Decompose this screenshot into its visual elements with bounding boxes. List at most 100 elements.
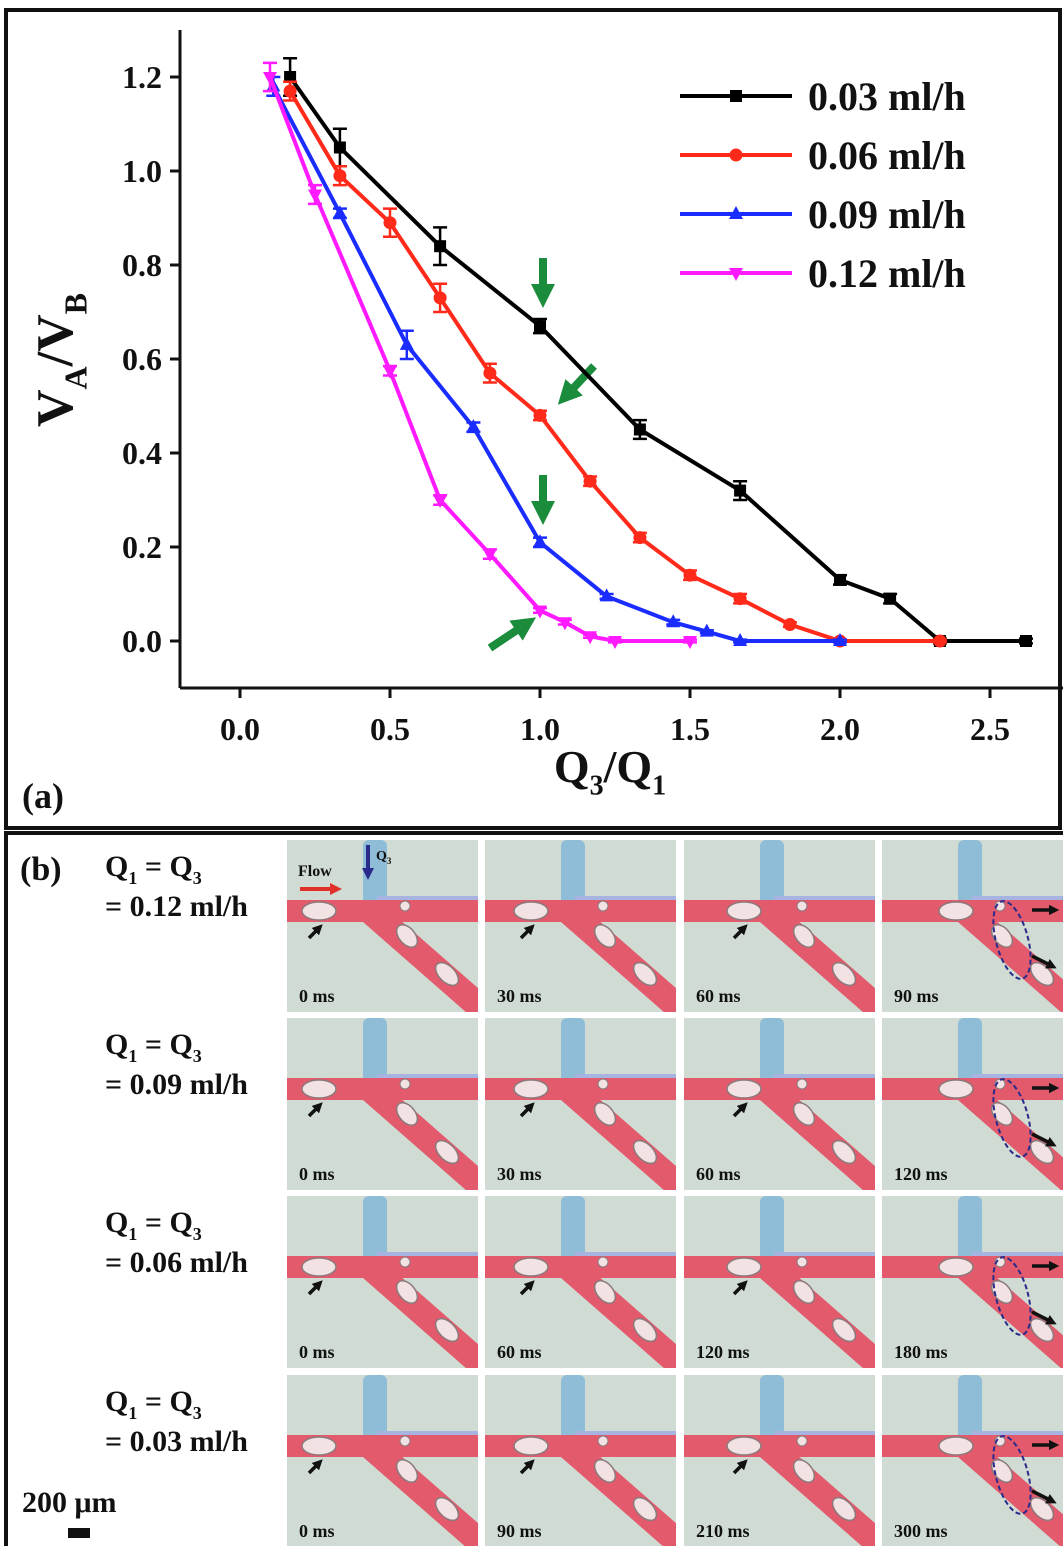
- subscript: 1: [128, 868, 137, 888]
- marker: [633, 531, 647, 545]
- marker: [533, 534, 547, 548]
- pointer: [519, 1459, 535, 1475]
- droplet: [796, 1078, 808, 1090]
- time-label: 0 ms: [299, 1342, 335, 1362]
- pointer: [732, 1280, 748, 1296]
- text-part: /Q: [603, 741, 653, 792]
- subscript: 3: [193, 1403, 202, 1423]
- legend-label: 0.03 ml/h: [808, 74, 966, 119]
- droplet: [796, 1256, 808, 1268]
- row-rate: = 0.12 ml/h: [105, 890, 248, 923]
- side-channel: [363, 1196, 387, 1262]
- text-part: Q: [376, 849, 387, 864]
- droplet: [434, 1139, 460, 1165]
- branch-channel: [955, 1256, 1063, 1368]
- droplet: [597, 1256, 609, 1268]
- marker: [284, 71, 297, 83]
- droplet: [831, 1496, 857, 1522]
- droplet: [513, 1436, 549, 1456]
- marker: [733, 592, 747, 606]
- highlight: [992, 900, 1032, 980]
- pointer: [519, 1280, 535, 1296]
- pointer: [1031, 1132, 1057, 1147]
- droplet: [938, 901, 974, 921]
- panel-label: (a): [22, 776, 64, 816]
- droplet: [301, 1079, 337, 1099]
- text-part: = Q: [137, 1206, 192, 1239]
- side-channel: [958, 840, 982, 906]
- pointer: [1031, 954, 1057, 969]
- micrograph: 30 ms: [485, 840, 676, 1012]
- droplet: [792, 1102, 816, 1126]
- subscript: 1: [652, 771, 666, 802]
- pointer: [519, 1102, 535, 1118]
- branch-channel: [360, 1256, 478, 1368]
- scale-bar-label: 200 μm: [22, 1486, 117, 1519]
- droplet: [399, 900, 411, 912]
- marker: [383, 365, 397, 379]
- branch-channel: [360, 1078, 478, 1190]
- marker: [333, 169, 347, 183]
- x-tick-label: 2.0: [820, 711, 860, 747]
- branch-channel: [558, 1435, 676, 1547]
- marker: [533, 605, 547, 619]
- branch-channel: [558, 1256, 676, 1368]
- time-label: 90 ms: [894, 986, 939, 1006]
- droplet: [399, 1256, 411, 1268]
- droplet: [301, 901, 337, 921]
- droplet: [726, 1436, 762, 1456]
- side-channel: [958, 1018, 982, 1084]
- droplet: [434, 1496, 460, 1522]
- marker: [666, 614, 681, 628]
- text-part: Q: [105, 1206, 128, 1239]
- marker: [599, 588, 614, 602]
- time-label: 120 ms: [696, 1342, 750, 1362]
- micrograph: 60 ms: [684, 1018, 875, 1190]
- x-tick-label: 1.0: [520, 711, 560, 747]
- subscript: A: [57, 366, 93, 389]
- side-channel: [561, 1375, 585, 1441]
- time-label: 30 ms: [497, 986, 542, 1006]
- time-label: 60 ms: [696, 986, 741, 1006]
- pointer: [732, 1459, 748, 1475]
- series-line: [268, 76, 690, 643]
- x-tick-label: 0.0: [220, 711, 260, 747]
- pointer: [307, 1102, 323, 1118]
- marker: [683, 636, 697, 649]
- subscript: 3: [193, 1046, 202, 1066]
- text-part: Q: [105, 850, 128, 883]
- branch-channel: [360, 1435, 478, 1547]
- annotation-arrows: [487, 258, 597, 652]
- droplet: [938, 1079, 974, 1099]
- marker: [884, 592, 897, 605]
- series-line: [271, 85, 840, 643]
- droplet: [301, 1257, 337, 1277]
- droplet: [301, 1436, 337, 1456]
- time-label: 0 ms: [299, 1164, 335, 1184]
- droplet: [395, 924, 419, 948]
- panel-label: (b): [20, 851, 62, 888]
- y-tick-label: 0.8: [122, 247, 162, 283]
- droplet: [990, 1102, 1014, 1126]
- pointer: [732, 924, 748, 940]
- text-part: = Q: [137, 1028, 192, 1061]
- time-label: 60 ms: [497, 1342, 542, 1362]
- flow-label: Flow: [298, 863, 332, 880]
- droplet: [395, 1459, 419, 1483]
- marker: [933, 634, 947, 648]
- marker: [534, 320, 546, 333]
- side-channel: [760, 1375, 784, 1441]
- micrograph: 120 ms: [882, 1018, 1063, 1190]
- side-channel: [958, 1196, 982, 1262]
- row-rate: = 0.06 ml/h: [105, 1246, 248, 1279]
- text-part: /V: [27, 314, 84, 367]
- y-axis-label: VA/VB: [27, 293, 93, 427]
- green-arrow: [487, 617, 536, 652]
- row-condition: Q1 = Q3: [105, 850, 202, 888]
- pointer: [519, 924, 535, 940]
- branch-channel: [360, 900, 478, 1012]
- y-tick-label: 0.4: [122, 435, 162, 471]
- marker: [283, 84, 297, 98]
